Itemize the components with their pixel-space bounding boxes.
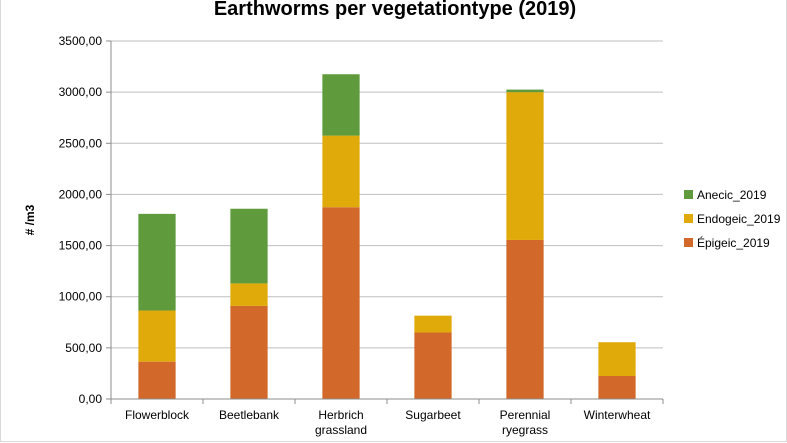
x-tick-label: Winterwheat [584,408,651,422]
y-tick-label: 3000,00 [59,85,103,99]
y-tick-label: 1000,00 [59,290,103,304]
y-tick-label: 500,00 [65,341,102,355]
legend-label: Endogeic_2019 [697,212,781,226]
y-axis-ticks: 0,00 500,00 1000,00 1500,00 2000,00 2500,00 30… [59,34,111,406]
bar-segment [138,213,176,311]
bar-segment [322,207,360,399]
legend-label: Anecic_2019 [697,188,767,202]
bar-segment [322,135,360,208]
bar-segment [230,208,268,284]
legend-swatch [684,238,693,247]
legend-label: Épigeic_2019 [697,235,770,250]
x-tick-label: Perennial ryegrass [500,408,551,437]
x-axis [110,41,664,404]
bar-segment [598,375,636,399]
bar-segment [138,361,176,399]
y-axis-title: # /m3 [23,204,37,235]
legend: Anecic_2019 Endogeic_2019 Épigeic_2019 [684,188,781,250]
bars [138,74,636,399]
legend-swatch [684,214,693,223]
x-tick-label: Beetlebank [219,408,280,422]
bar-segment [414,332,452,399]
x-tick-label: Herbrich grassland [315,408,367,437]
chart-title: Earthworms per vegetationtype (2019) [214,0,576,20]
bar-segment [230,283,268,306]
bar-segment [138,310,176,362]
y-tick-label: 3500,00 [59,34,103,48]
bar-segment [230,305,268,399]
y-tick-label: 2000,00 [59,187,103,201]
x-tick-label: Flowerblock [125,408,190,422]
x-axis-labels: Flowerblock Beetlebank Herbrich grassland Su… [125,408,651,437]
bar-segment [322,74,360,136]
bar-segment [506,89,544,93]
bar-segment [598,342,636,376]
gridlines [111,40,663,400]
legend-swatch [684,190,693,199]
y-tick-label: 1500,00 [59,239,103,253]
bar-segment [414,315,452,333]
y-tick-label: 0,00 [79,392,103,406]
x-tick-label: Sugarbeet [405,408,461,422]
bar-segment [506,239,544,399]
y-tick-label: 2500,00 [59,136,103,150]
bar-segment [506,92,544,240]
